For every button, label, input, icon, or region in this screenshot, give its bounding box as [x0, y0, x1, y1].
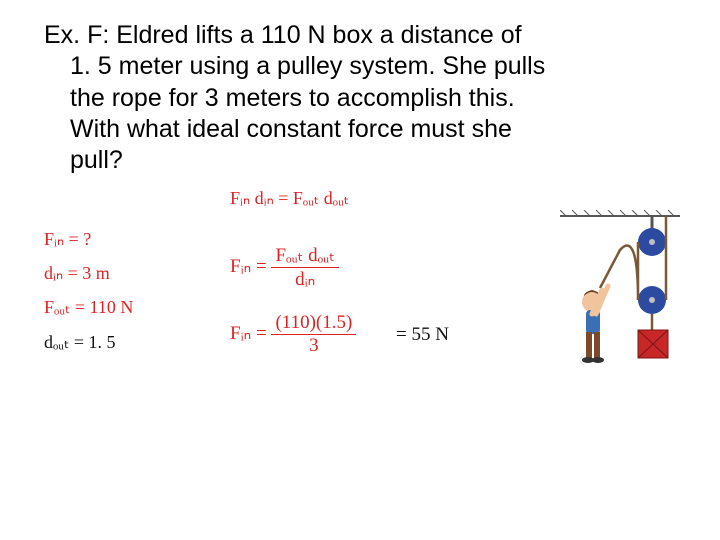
pulley-diagram	[560, 210, 680, 380]
work-step-2: Fᵢₙ = (110)(1.5) 3	[230, 312, 356, 357]
equation-work-balance: Fᵢₙ dᵢₙ = Fₒᵤₜ dₒᵤₜ	[230, 188, 349, 209]
lower-pulley-bolt-icon	[649, 297, 655, 303]
final-answer: = 55 N	[396, 324, 449, 346]
work-step-1-lhs: Fᵢₙ =	[230, 256, 267, 277]
problem-line-1: Ex. F: Eldred lifts a 110 N box a distan…	[44, 21, 522, 49]
problem-line-3: the rope for 3 meters to accomplish this…	[44, 83, 644, 114]
work-step-1: Fᵢₙ = Fₒᵤₜ dₒᵤₜ dᵢₙ	[230, 244, 339, 291]
work-step-2-numerator: (110)(1.5)	[271, 312, 356, 335]
given-din: dᵢₙ = 3 m	[44, 256, 133, 290]
given-fin: Fᵢₙ = ?	[44, 222, 133, 256]
work-step-2-denominator: 3	[271, 335, 356, 357]
given-dout: dₒᵤₜ = 1. 5	[44, 325, 133, 359]
work-step-1-denominator: dᵢₙ	[271, 268, 338, 291]
upper-pulley-bolt-icon	[649, 239, 655, 245]
givens-list: Fᵢₙ = ? dᵢₙ = 3 m Fₒᵤₜ = 110 N dₒᵤₜ = 1.…	[44, 222, 133, 359]
work-step-1-numerator: Fₒᵤₜ dₒᵤₜ	[271, 244, 338, 268]
problem-line-4: With what ideal constant force must she	[44, 114, 644, 145]
ceiling-icon	[560, 210, 680, 216]
work-step-2-lhs: Fᵢₙ =	[230, 323, 267, 344]
problem-line-2: 1. 5 meter using a pulley system. She pu…	[44, 51, 644, 82]
child-icon	[582, 286, 608, 363]
given-fout: Fₒᵤₜ = 110 N	[44, 290, 133, 324]
pulley-svg	[560, 210, 680, 380]
problem-statement: Ex. F: Eldred lifts a 110 N box a distan…	[44, 20, 644, 176]
work-step-2-fraction: (110)(1.5) 3	[271, 312, 356, 357]
work-step-1-fraction: Fₒᵤₜ dₒᵤₜ dᵢₙ	[271, 244, 338, 291]
problem-line-5: pull?	[44, 145, 644, 176]
